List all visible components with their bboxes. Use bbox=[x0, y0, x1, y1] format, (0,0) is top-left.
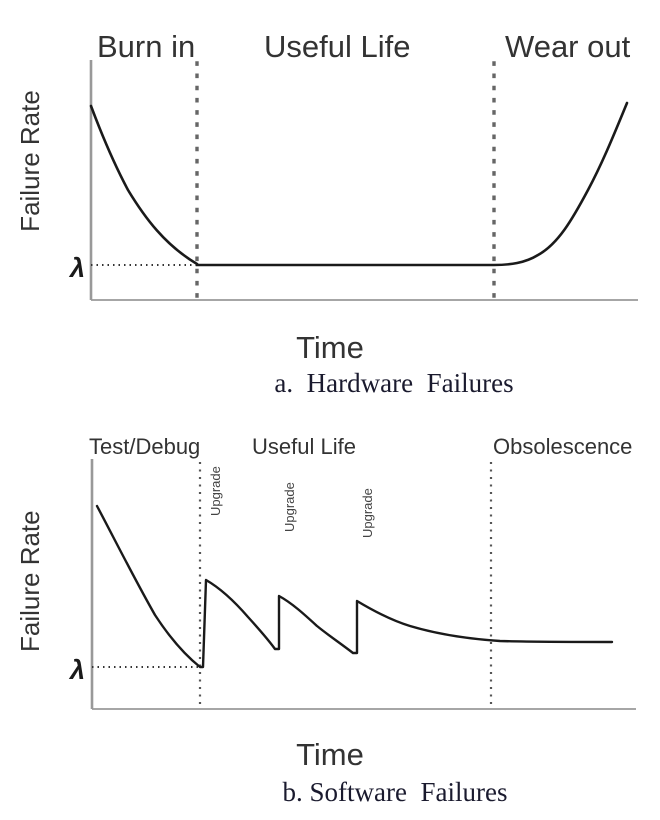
svg-text:λ: λ bbox=[68, 655, 85, 685]
svg-text:λ: λ bbox=[68, 253, 85, 283]
